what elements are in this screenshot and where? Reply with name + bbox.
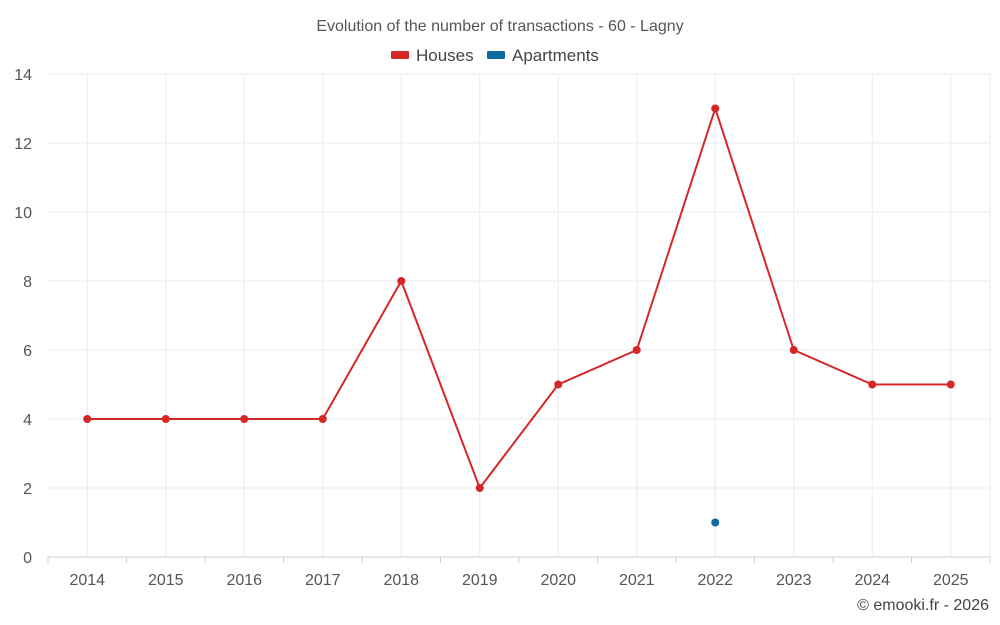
data-point-houses-2023[interactable] xyxy=(789,346,798,354)
x-tick-label: 2014 xyxy=(69,572,105,589)
data-point-houses-2015[interactable] xyxy=(161,415,170,423)
x-tick-label: 2015 xyxy=(148,572,184,589)
x-tick-label: 2016 xyxy=(226,572,262,589)
y-tick-label: 14 xyxy=(14,67,32,84)
x-tick-label: 2019 xyxy=(462,572,498,589)
x-tick-label: 2021 xyxy=(619,572,655,589)
y-tick-label: 2 xyxy=(23,481,32,498)
y-tick-label: 8 xyxy=(23,274,32,291)
data-point-houses-2022[interactable] xyxy=(711,104,720,113)
series xyxy=(83,104,955,527)
grid xyxy=(48,73,991,557)
x-tick-label: 2017 xyxy=(305,572,341,589)
credit-text: © emooki.fr - 2026 xyxy=(857,597,989,614)
legend-item-apartments[interactable]: Apartments xyxy=(487,46,599,65)
legend-label-apartments: Apartments xyxy=(512,46,599,65)
data-point-houses-2025[interactable] xyxy=(946,380,955,389)
y-tick-label: 0 xyxy=(23,550,32,567)
y-tick-label: 10 xyxy=(14,205,32,222)
data-point-houses-2017[interactable] xyxy=(318,415,327,423)
x-tick-label: 2024 xyxy=(854,572,890,589)
data-point-houses-2021[interactable] xyxy=(632,346,641,354)
legend: Houses Apartments xyxy=(391,46,599,65)
data-point-houses-2016[interactable] xyxy=(240,415,249,423)
legend-item-houses[interactable]: Houses xyxy=(391,46,474,65)
legend-label-houses: Houses xyxy=(416,46,474,65)
x-tick-label: 2018 xyxy=(383,572,419,589)
x-tick-label: 2023 xyxy=(776,572,812,589)
chart-title: Evolution of the number of transactions … xyxy=(316,18,683,35)
y-tick-label: 12 xyxy=(14,136,32,153)
data-point-houses-2019[interactable] xyxy=(475,484,484,492)
data-point-houses-2020[interactable] xyxy=(554,380,563,389)
data-point-houses-2018[interactable] xyxy=(397,277,406,285)
data-point-apartments-2022[interactable] xyxy=(711,518,720,527)
y-tick-label: 6 xyxy=(23,343,32,360)
x-tick-label: 2025 xyxy=(933,572,969,589)
legend-swatch-apartments xyxy=(487,51,505,59)
axes: 0 2 4 6 8 10 12 14 2014 2015 2016 2017 2018 2019 2020 2… xyxy=(14,67,991,589)
series-line-houses xyxy=(87,107,951,489)
x-tick-label: 2022 xyxy=(697,572,733,589)
x-tick-label: 2020 xyxy=(540,572,576,589)
data-point-houses-2024[interactable] xyxy=(868,380,877,389)
legend-swatch-houses xyxy=(391,51,409,59)
data-point-houses-2014[interactable] xyxy=(83,415,92,423)
y-tick-label: 4 xyxy=(23,412,32,429)
